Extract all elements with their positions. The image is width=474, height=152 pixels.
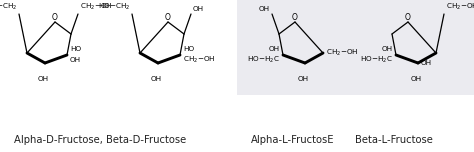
Text: OH: OH bbox=[193, 6, 204, 12]
Text: O: O bbox=[405, 14, 411, 22]
Text: HO: HO bbox=[183, 46, 194, 52]
Text: O: O bbox=[165, 14, 171, 22]
Text: HO$-$CH$_2$: HO$-$CH$_2$ bbox=[98, 2, 130, 12]
Text: OH: OH bbox=[382, 46, 393, 52]
Text: OH: OH bbox=[410, 76, 421, 82]
Text: CH$_2$$-$OH: CH$_2$$-$OH bbox=[326, 48, 358, 58]
Text: OH: OH bbox=[37, 76, 48, 82]
Text: OH: OH bbox=[269, 46, 280, 52]
Text: Alpha-D-Fructose, Beta-D-Fructose: Alpha-D-Fructose, Beta-D-Fructose bbox=[14, 135, 186, 145]
Text: OH: OH bbox=[298, 76, 309, 82]
Text: O: O bbox=[52, 14, 58, 22]
Text: CH$_2$$-$OH: CH$_2$$-$OH bbox=[80, 2, 112, 12]
Text: HO$-$H$_2$C: HO$-$H$_2$C bbox=[247, 55, 280, 65]
Text: Alpha-L-FructosE: Alpha-L-FructosE bbox=[251, 135, 335, 145]
Text: OH: OH bbox=[421, 60, 432, 66]
Text: OH: OH bbox=[70, 57, 81, 63]
Text: Beta-L-Fructose: Beta-L-Fructose bbox=[355, 135, 433, 145]
Text: CH$_2$$-$OH: CH$_2$$-$OH bbox=[183, 55, 216, 65]
Text: HO$-$H$_2$C: HO$-$H$_2$C bbox=[360, 55, 393, 65]
Text: OH: OH bbox=[150, 76, 162, 82]
Bar bbox=[237, 0, 474, 95]
Text: CH$_2$$-$OH: CH$_2$$-$OH bbox=[446, 2, 474, 12]
Text: OH: OH bbox=[259, 6, 270, 12]
Text: HO$-$CH$_2$: HO$-$CH$_2$ bbox=[0, 2, 17, 12]
Text: O: O bbox=[292, 14, 298, 22]
Text: HO: HO bbox=[70, 46, 81, 52]
